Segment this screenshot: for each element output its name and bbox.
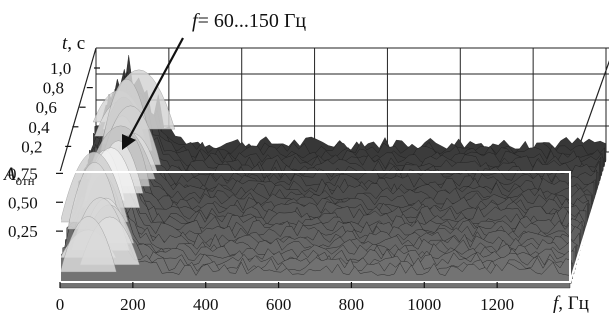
spectrum-surface [59, 55, 607, 289]
surface-ridge [78, 143, 589, 223]
amplitude-axis-ticks: 0,25 0,50 0,75 [8, 164, 63, 241]
frequency-tick-label: 0 [56, 295, 65, 314]
depth-tick-label: 1,0 [50, 59, 71, 78]
frequency-tick-label: 800 [339, 295, 365, 314]
amplitude-tick-label: 0,25 [8, 222, 38, 241]
amplitude-axis-title: Aотн [2, 164, 35, 188]
depth-axis-title: t, с [62, 33, 85, 54]
annotation-label: f= 60...150 Гц [192, 10, 306, 32]
frequency-tick-label: 200 [120, 295, 146, 314]
surface-ridge [91, 83, 603, 177]
surface-ridge [85, 106, 596, 200]
frequency-axis-title: f, Гц [553, 293, 589, 314]
frequency-tick-label: 600 [266, 295, 292, 314]
surface-ridge [59, 199, 571, 289]
frequency-tick-label: 1000 [407, 295, 441, 314]
low-frequency-peak [60, 216, 117, 273]
left-edge [59, 47, 97, 173]
depth-tick-label: 0,2 [21, 137, 42, 156]
front-floor-edge [569, 151, 609, 283]
depth-tick-label: 0,4 [28, 118, 50, 137]
depth-tick-label: 0,6 [36, 98, 57, 117]
depth-tick-label: 0,8 [43, 79, 64, 98]
depth-axis-ticks: 0,20,40,60,81,0 [21, 59, 100, 156]
annotation-arrow [122, 37, 184, 150]
frequency-tick-label: 400 [193, 295, 219, 314]
amplitude-tick-label: 0,50 [8, 193, 38, 212]
frequency-axis-ticks: 0 200 400 600 800 1000 1200 [56, 282, 514, 314]
frequency-tick-label: 1200 [480, 295, 514, 314]
amplitude-tick-label: 0,75 [8, 164, 38, 183]
front-frame [59, 151, 609, 283]
